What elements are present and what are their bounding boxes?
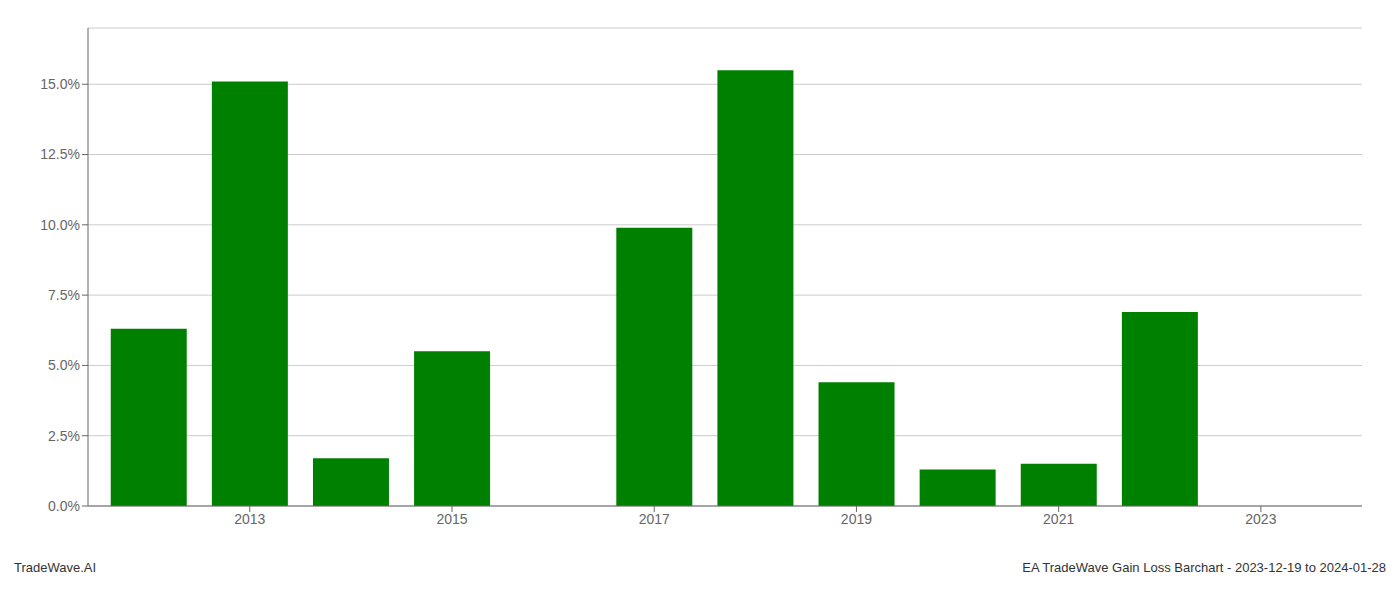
svg-text:10.0%: 10.0% (40, 217, 80, 233)
svg-text:15.0%: 15.0% (40, 76, 80, 92)
svg-text:0.0%: 0.0% (48, 498, 80, 514)
html-text:TradeWave.AI: TradeWave.AI (14, 560, 97, 575)
svg-text:2017: 2017 (639, 511, 670, 527)
svg-text:2023: 2023 (1245, 511, 1276, 527)
svg-text:2.5%: 2.5% (48, 428, 80, 444)
svg-text:2013: 2013 (234, 511, 265, 527)
svg-text:12.5%: 12.5% (40, 146, 80, 162)
svg-text:2019: 2019 (841, 511, 872, 527)
svg-text:2015: 2015 (436, 511, 467, 527)
svg-text:5.0%: 5.0% (48, 357, 80, 373)
svg-text:7.5%: 7.5% (48, 287, 80, 303)
html-text:EA TradeWave Gain Loss Barchar: EA TradeWave Gain Loss Barchart - 2023-1… (1022, 560, 1386, 575)
svg-text:2021: 2021 (1043, 511, 1074, 527)
